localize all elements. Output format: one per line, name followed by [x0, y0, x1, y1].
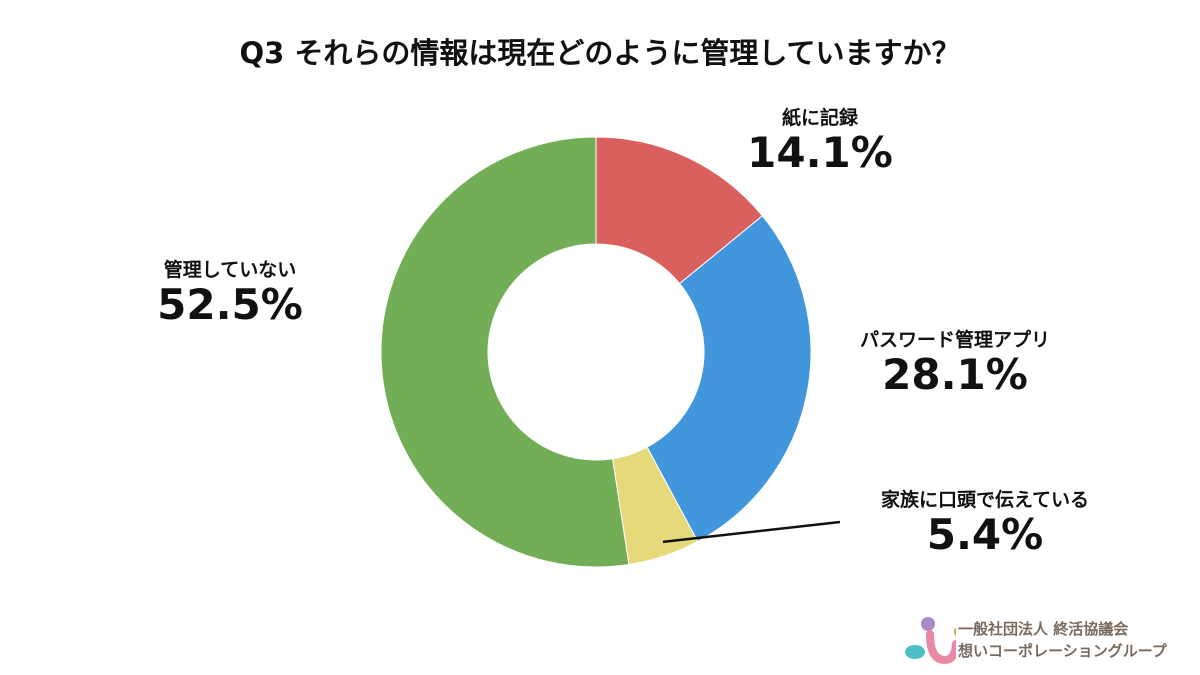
slice-label: 家族に口頭で伝えている — [880, 489, 1090, 511]
logo-line2: 想いコーポレーショングループ — [958, 642, 1167, 660]
label-paper: 紙に記録 14.1% — [720, 103, 920, 176]
slice-value: 5.4% — [926, 510, 1044, 559]
leader-line — [662, 520, 841, 544]
slice-label: 管理していない — [163, 259, 297, 281]
chart-title: Q3 それらの情報は現在どのように管理していますか？ — [239, 36, 961, 70]
slice-value: 28.1% — [882, 350, 1028, 399]
organization-logo: 一般社団法人 終活協議会 想いコーポレーショングループ — [900, 612, 1190, 667]
donut-slice-1 — [646, 215, 812, 543]
slice-value: 14.1% — [747, 128, 893, 177]
slice-label: パスワード管理アプリ — [859, 329, 1050, 351]
donut-slice-3 — [380, 136, 630, 568]
slice-value: 52.5% — [157, 280, 303, 329]
logo-line1: 一般社団法人 終活協議会 — [958, 620, 1129, 638]
logo-mark-icon — [905, 617, 966, 665]
label-none: 管理していない 52.5% — [130, 255, 330, 328]
slice-label: 紙に記録 — [781, 107, 858, 129]
label-family: 家族に口頭で伝えている 5.4% — [845, 485, 1125, 558]
label-app: パスワード管理アプリ 28.1% — [830, 325, 1080, 398]
